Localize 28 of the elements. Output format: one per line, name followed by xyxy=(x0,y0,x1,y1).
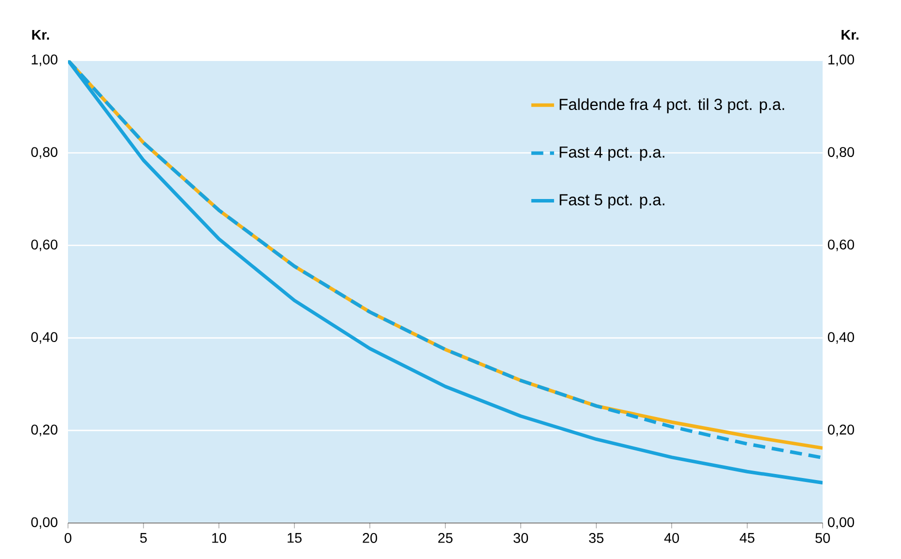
y2-tick-label: 0,20 xyxy=(828,424,854,436)
x-tick-label: 25 xyxy=(438,533,453,543)
y2-tick-label: 0,60 xyxy=(828,240,854,252)
y-tick-label: 0,40 xyxy=(31,332,58,344)
x-tick-label: 35 xyxy=(589,533,604,543)
y-tick-label: 0,80 xyxy=(31,147,58,159)
y2-tick-label: 0,80 xyxy=(828,147,854,159)
x-tick-label: 50 xyxy=(815,533,830,543)
y2-axis-title: Kr. xyxy=(842,30,858,40)
y-tick-label: 0,00 xyxy=(31,517,58,529)
y2-tick-label: 1,00 xyxy=(828,54,854,66)
y-tick-label: 0,60 xyxy=(31,240,58,252)
y2-tick-label: 0,40 xyxy=(828,332,854,344)
legend-label: Fast 4 pct. p.a. xyxy=(560,146,664,161)
y-axis-title: Kr. xyxy=(32,30,49,40)
x-tick-label: 15 xyxy=(288,533,302,543)
x-tick-label: 5 xyxy=(140,533,147,543)
x-tick-label: 10 xyxy=(212,533,226,543)
y-tick-label: 1,00 xyxy=(32,54,58,66)
y2-tick-label: 0,00 xyxy=(828,517,854,529)
legend-label: Faldende fra 4 pct. til 3 pct. p.a. xyxy=(560,98,784,114)
x-tick-label: 30 xyxy=(514,533,528,543)
x-tick-label: 45 xyxy=(740,533,754,543)
x-tick-label: 20 xyxy=(362,533,378,543)
x-tick-label: 40 xyxy=(664,533,679,543)
legend-label: Fast 5 pct. p.a. xyxy=(560,194,664,209)
y-tick-label: 0,20 xyxy=(31,424,58,436)
x-tick-label: 0 xyxy=(64,533,72,543)
